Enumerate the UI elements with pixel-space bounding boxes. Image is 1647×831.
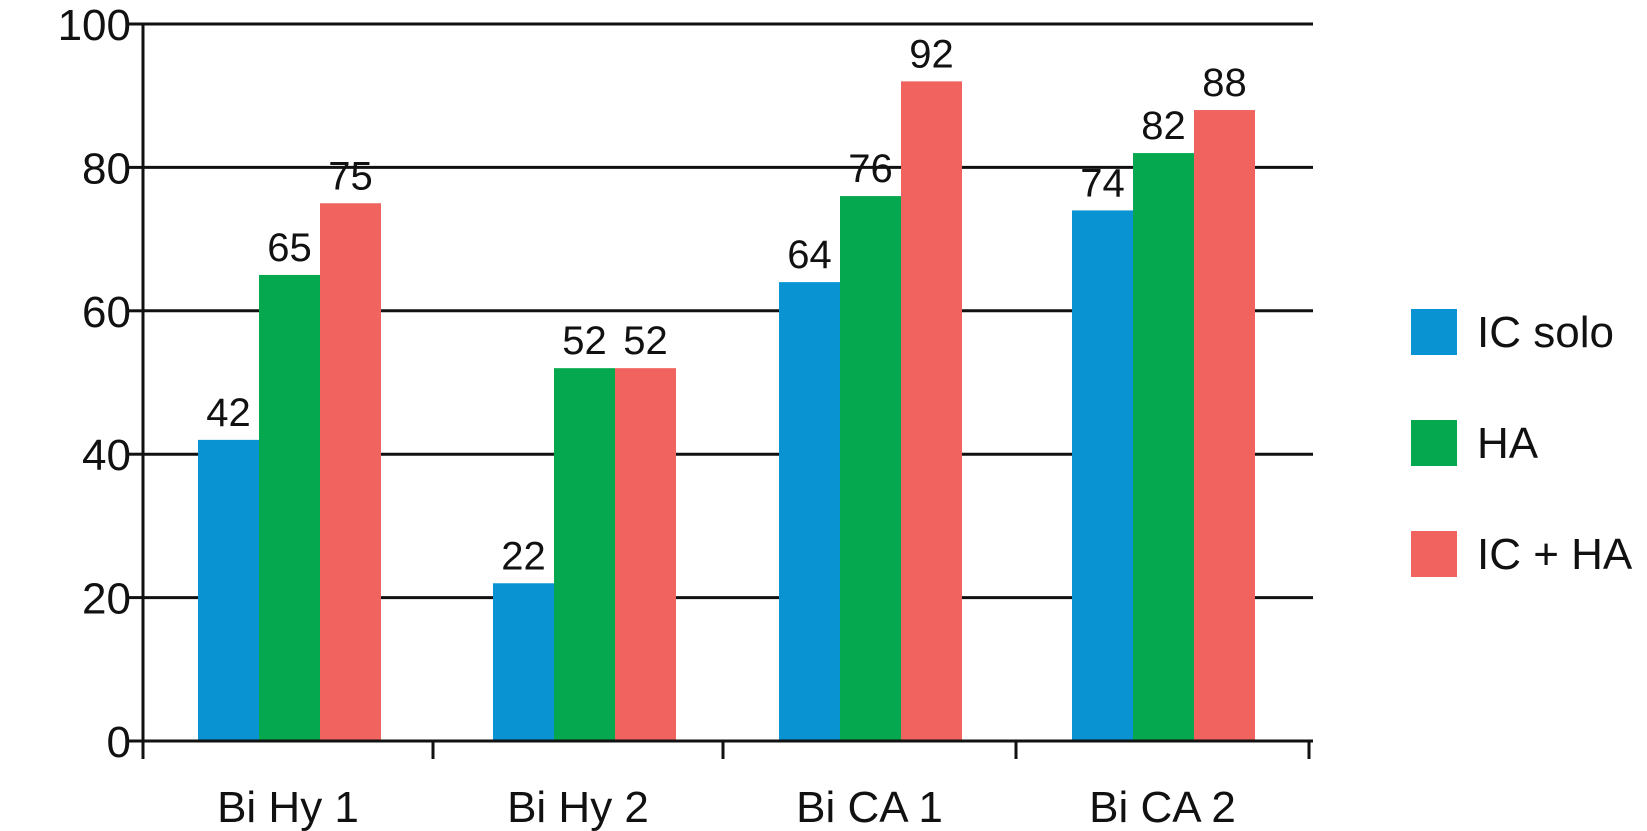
data-label: 88	[1202, 61, 1247, 105]
bar-ic-solo-bi-hy-1	[198, 439, 259, 740]
data-label: 82	[1141, 104, 1186, 148]
y-tick-label: 40	[82, 431, 131, 480]
data-label: 75	[328, 154, 373, 198]
bar-ic-solo-bi-hy-2	[493, 583, 554, 740]
x-category-label: Bi Hy 2	[507, 783, 649, 831]
legend-swatch-ic-ha	[1411, 531, 1457, 577]
y-tick-label: 60	[82, 288, 131, 337]
data-label: 74	[1080, 161, 1125, 205]
y-tick-label: 0	[107, 718, 131, 767]
data-label: 42	[206, 391, 251, 435]
legend-swatch-ha	[1411, 420, 1457, 466]
legend-label-ic-solo: IC solo	[1477, 308, 1614, 357]
data-label: 65	[267, 226, 312, 270]
legend-label-ha: HA	[1477, 419, 1539, 468]
legend-swatch-ic-solo	[1411, 309, 1457, 355]
bars-group	[198, 81, 1255, 740]
data-label: 52	[562, 319, 607, 363]
bar-ha-bi-hy-1	[259, 274, 320, 740]
data-label: 64	[787, 233, 832, 277]
x-category-label: Bi CA 2	[1089, 783, 1236, 831]
data-label: 22	[501, 534, 546, 578]
bar-ic-solo-bi-ca-1	[779, 282, 840, 740]
y-tick-label: 80	[82, 144, 131, 193]
bar-ic-solo-bi-ca-2	[1072, 210, 1133, 740]
x-category-labels: Bi Hy 1 Bi Hy 2 Bi CA 1 Bi CA 2	[217, 783, 1236, 831]
data-label: 76	[848, 147, 893, 191]
bar-ic-ha-bi-hy-2	[615, 368, 676, 740]
axes	[129, 22, 1313, 759]
bar-ha-bi-ca-2	[1133, 153, 1194, 740]
bar-ic-ha-bi-ca-1	[901, 81, 962, 740]
bar-ic-ha-bi-hy-1	[320, 203, 381, 740]
legend: IC solo HA IC + HA	[1411, 308, 1633, 579]
data-label: 92	[909, 32, 954, 76]
data-labels: 42 65 75 22 52 52 64 76 92 74 82 88	[206, 32, 1247, 578]
x-category-label: Bi Hy 1	[217, 783, 359, 831]
y-tick-label: 100	[58, 1, 131, 50]
bar-ha-bi-ca-1	[840, 196, 901, 740]
y-tick-labels: 0 20 40 60 80 100	[58, 1, 131, 767]
data-label: 52	[623, 319, 668, 363]
bar-ha-bi-hy-2	[554, 368, 615, 740]
bar-ic-ha-bi-ca-2	[1194, 110, 1255, 740]
x-category-label: Bi CA 1	[796, 783, 943, 831]
y-tick-label: 20	[82, 575, 131, 624]
legend-label-ic-ha: IC + HA	[1477, 530, 1633, 579]
